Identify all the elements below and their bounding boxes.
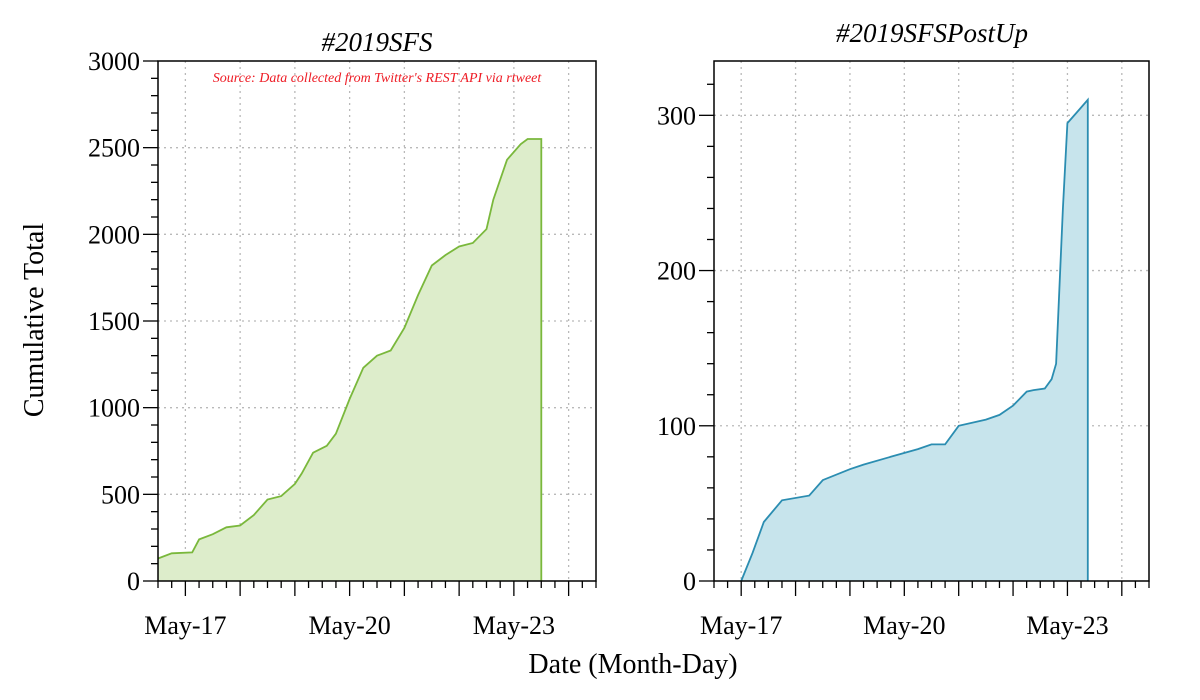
chart-title: #2019SFSPostUp (836, 18, 1028, 48)
x-axis-label: Date (Month-Day) (528, 649, 737, 680)
series-area (741, 99, 1088, 582)
series-line (157, 138, 543, 581)
y-tick-label: 200 (657, 257, 696, 286)
x-tick-label: May-17 (144, 611, 226, 640)
x-tick-label: May-17 (700, 611, 782, 640)
series-area (158, 139, 542, 581)
y-tick-label: 500 (101, 480, 140, 509)
y-tick-label: 300 (657, 101, 696, 130)
y-tick-label: 0 (127, 567, 140, 596)
series-line (740, 97, 1089, 582)
x-tick-label: May-23 (1026, 611, 1108, 640)
y-tick-label: 1000 (88, 394, 140, 423)
y-tick-label: 1500 (88, 307, 140, 336)
y-tick-label: 3000 (88, 47, 140, 76)
x-tick-label: May-20 (863, 611, 945, 640)
y-axis-label: Cumulative Total (19, 223, 50, 417)
y-tick-label: 2500 (88, 134, 140, 163)
y-tick-label: 100 (657, 412, 696, 441)
panel-2019sfs: #2019SFS May-17 May-20 May-23 0 500 1000 1500 2… (88, 27, 597, 640)
source-annotation: Source: Data collected from Twitter's RE… (213, 71, 543, 86)
panel-2019sfspostup: #2019SFSPostUp May-17 May-20 May-23 0 100 200… (657, 18, 1150, 640)
x-tick-label: May-23 (473, 611, 555, 640)
y-tick-label: 0 (683, 567, 696, 596)
x-tick-label: May-20 (308, 611, 390, 640)
chart-title: #2019SFS (322, 27, 433, 57)
y-tick-label: 2000 (88, 220, 140, 249)
